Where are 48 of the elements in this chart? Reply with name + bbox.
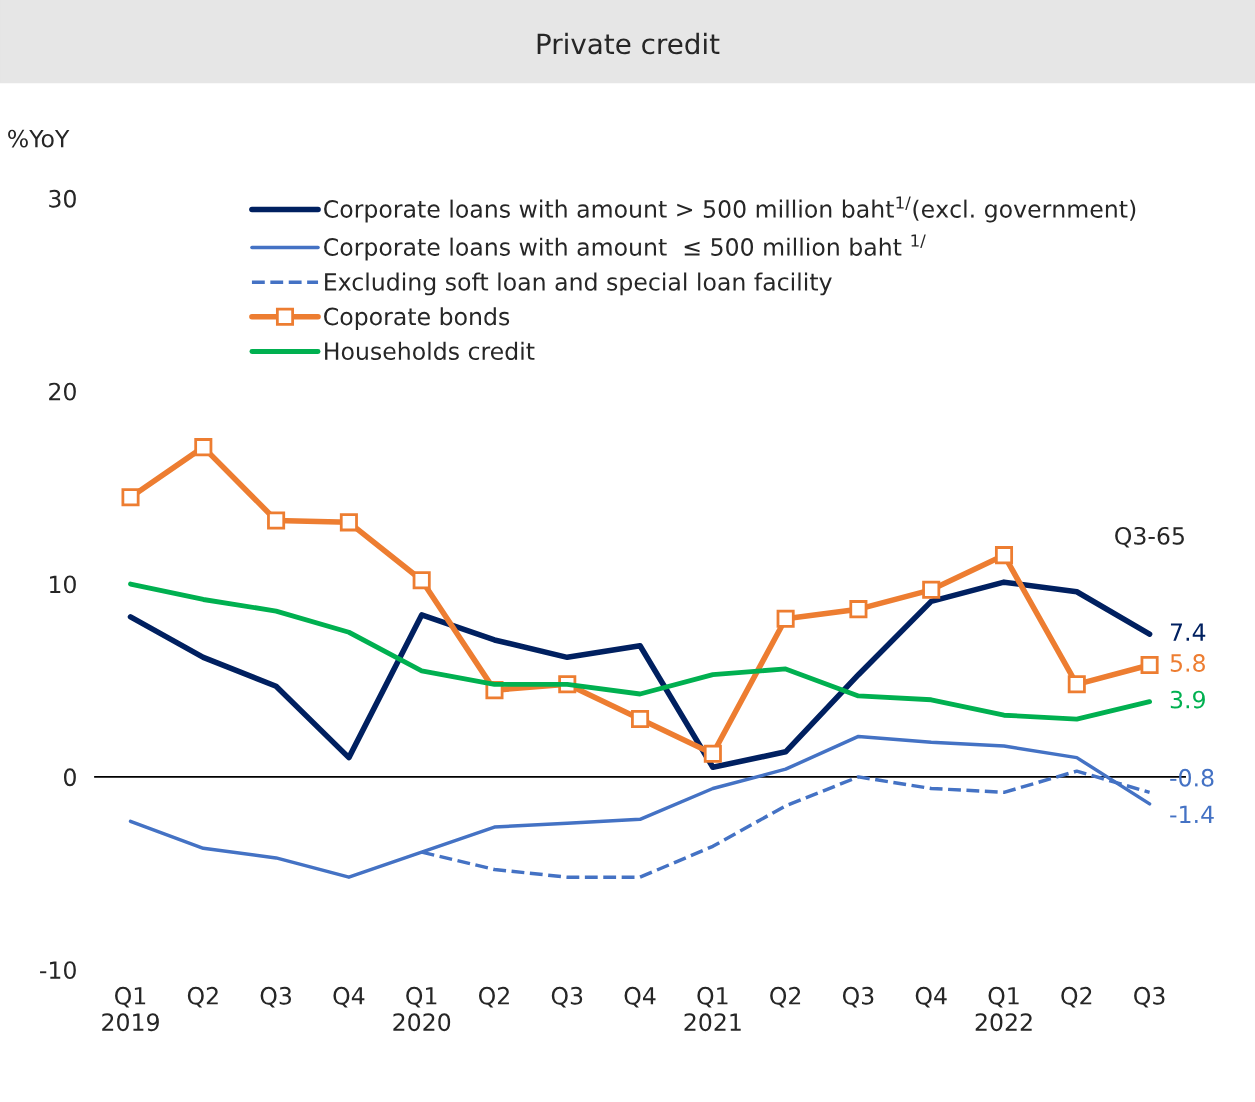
point bbox=[194, 438, 213, 457]
point bbox=[922, 580, 941, 599]
x-tick-label: Q4 bbox=[624, 986, 656, 1008]
y-tick-label: 20 bbox=[49, 382, 76, 401]
x-tick-label: Q3 bbox=[1134, 986, 1165, 1008]
legend-label: Households credit bbox=[325, 341, 535, 361]
annotation: Q3-65 bbox=[1115, 526, 1184, 548]
point bbox=[849, 600, 868, 619]
legend-label: Corporate loans with amount ≤ 500 million baht $^{1/}$ bbox=[324, 234, 926, 261]
point bbox=[121, 488, 140, 507]
x-tick-label: Q2 bbox=[770, 986, 801, 1008]
data-label: -0.8 bbox=[1170, 768, 1214, 787]
x-tick-label: Q2 bbox=[478, 986, 509, 1008]
x-tick-label: Q4 bbox=[915, 986, 947, 1008]
data-label: 7.4 bbox=[1170, 623, 1206, 641]
x-tick-label: Q1 2020 bbox=[393, 986, 451, 1032]
point bbox=[994, 546, 1014, 565]
x-tick-label: Q1 2019 bbox=[102, 986, 159, 1032]
point bbox=[1140, 656, 1159, 675]
legend-label: Excluding soft loan and special loan facility bbox=[325, 272, 832, 296]
point bbox=[339, 513, 358, 532]
y-tick-label: -10 bbox=[40, 961, 76, 980]
x-tick-label: Q1 2022 bbox=[975, 986, 1032, 1032]
chart-title: Private credit bbox=[537, 32, 720, 55]
x-tick-label: Q4 bbox=[333, 986, 365, 1008]
x-tick-label: Q2 bbox=[1061, 986, 1092, 1008]
line-series bbox=[128, 581, 1153, 722]
x-tick-label: Q3 bbox=[260, 986, 292, 1008]
x-tick-label: Q3 bbox=[551, 986, 583, 1008]
x-tick-label: Q1 2021 bbox=[684, 986, 741, 1032]
point bbox=[776, 609, 795, 628]
point bbox=[412, 571, 431, 590]
y-tick-label: 10 bbox=[50, 575, 76, 594]
point bbox=[1067, 675, 1086, 694]
y-axis-title: %YoY bbox=[8, 129, 70, 148]
point bbox=[631, 710, 650, 729]
y-tick-label: 0 bbox=[63, 768, 76, 787]
point bbox=[703, 744, 722, 763]
line-series bbox=[128, 734, 1152, 879]
x-tick-label: Q3 bbox=[842, 986, 874, 1008]
data-label: -1.4 bbox=[1170, 805, 1214, 823]
y-tick-label: 30 bbox=[49, 189, 76, 208]
legend-label: Coporate bonds bbox=[324, 307, 510, 330]
x-tick-label: Q2 bbox=[187, 986, 218, 1008]
point bbox=[267, 511, 286, 530]
legend-label: Corporate loans with amount > 500 million baht$^{1/}$(excl. government) bbox=[324, 196, 1136, 223]
data-label: 5.8 bbox=[1170, 654, 1205, 672]
data-label: 3.9 bbox=[1170, 690, 1205, 709]
